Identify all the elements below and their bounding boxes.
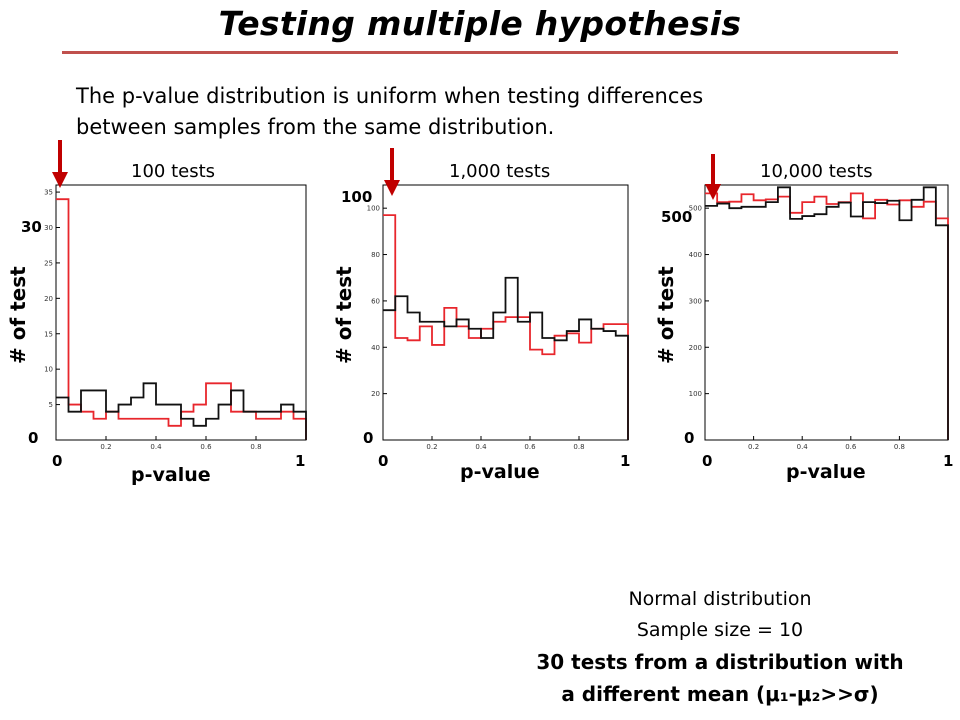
- intro-text-line-1: The p-value distribution is uniform when…: [76, 84, 704, 108]
- note-line-2: Sample size = 10: [636, 619, 804, 641]
- chart-1-y-tick-label: 35: [44, 189, 53, 197]
- chart-1-y-annot-high: 30: [21, 218, 42, 236]
- chart-3-x-tick-label: 0.8: [894, 443, 905, 451]
- chart-3-y-tick-label: 200: [689, 344, 702, 352]
- chart-3-x-tick-label: 0.2: [748, 443, 759, 451]
- chart-2-y-tick-label: 20: [371, 390, 380, 398]
- chart-1-x-tick-label: 0.4: [150, 443, 162, 451]
- chart-1-y-annot-low: 0: [28, 429, 39, 447]
- chart-2-arrow-head: [384, 180, 400, 196]
- chart-1-y-tick-label: 5: [49, 401, 53, 409]
- chart-3-title: 10,000 tests: [760, 161, 873, 182]
- chart-1-x-tick-label: 0.6: [200, 443, 212, 451]
- chart-1-y-tick-label: 20: [44, 295, 53, 303]
- slide-title: Testing multiple hypothesis: [218, 4, 742, 43]
- title-underline: [62, 51, 898, 54]
- chart-1-x-tick-label: 0.8: [250, 443, 261, 451]
- chart-2-x-tick-label: 0.8: [573, 443, 584, 451]
- chart-2-x-annot-max: 1: [620, 452, 631, 470]
- chart-2-y-tick-label: 100: [367, 205, 380, 213]
- chart-1-y-tick-label: 10: [44, 366, 53, 374]
- chart-2-y-annot-high: 100: [341, 188, 373, 206]
- chart-3-arrow-head: [705, 184, 721, 200]
- note-line-3: 30 tests from a distribution with: [536, 650, 904, 674]
- chart-1-arrow-head: [52, 172, 68, 188]
- chart-2-y-tick-label: 40: [371, 344, 380, 352]
- chart-1-series-black: [56, 382, 307, 440]
- chart-1-x-axis-label: p-value: [131, 464, 211, 486]
- chart-3-x-tick-label: 0.4: [797, 443, 809, 451]
- chart-2-x-tick-label: 0.2: [426, 443, 437, 451]
- chart-2-x-tick-label: 0.6: [524, 443, 536, 451]
- chart-1-y-tick-label: 25: [44, 259, 53, 267]
- chart-3-plot-frame: [704, 184, 949, 441]
- chart-2-x-axis-label: p-value: [460, 461, 540, 483]
- chart-1-x-annot-max: 1: [295, 452, 306, 470]
- chart-1-y-tick-label: 15: [44, 330, 53, 338]
- chart-2-series-black: [383, 276, 629, 440]
- chart-1-x-annot-min: 0: [52, 452, 63, 470]
- chart-3-x-annot-max: 1: [943, 452, 954, 470]
- note-line-4: a different mean (μ₁-μ₂>>σ): [561, 682, 879, 706]
- chart-3-y-annot-high: 500: [661, 208, 693, 226]
- chart-3-x-tick-label: 0.6: [845, 443, 857, 451]
- chart-1-y-tick-label: 30: [44, 224, 53, 232]
- chart-2-series-red: [383, 214, 629, 440]
- chart-3-x-axis-label: p-value: [786, 461, 866, 483]
- chart-3-y-tick-label: 400: [689, 251, 702, 259]
- chart-3-y-tick-label: 500: [689, 205, 702, 213]
- chart-2-y-tick-label: 80: [371, 251, 380, 259]
- chart-2-x-annot-min: 0: [378, 452, 389, 470]
- chart-3-series-black: [705, 186, 949, 440]
- chart-2-title: 1,000 tests: [449, 161, 551, 182]
- chart-2-y-annot-low: 0: [363, 429, 374, 447]
- intro-text-line-2: between samples from the same distributi…: [76, 115, 555, 139]
- chart-1-x-tick-label: 0.2: [100, 443, 111, 451]
- chart-1-plot-frame: [55, 184, 307, 441]
- note-line-1: Normal distribution: [628, 588, 812, 610]
- chart-2-x-tick-label: 0.4: [475, 443, 487, 451]
- chart-3-y-tick-label: 100: [689, 390, 702, 398]
- chart-2-y-tick-label: 60: [371, 297, 380, 305]
- chart-1-title: 100 tests: [131, 161, 216, 182]
- chart-3-x-annot-min: 0: [702, 452, 713, 470]
- chart-3-y-tick-label: 300: [689, 297, 702, 305]
- chart-3-y-annot-low: 0: [684, 429, 695, 447]
